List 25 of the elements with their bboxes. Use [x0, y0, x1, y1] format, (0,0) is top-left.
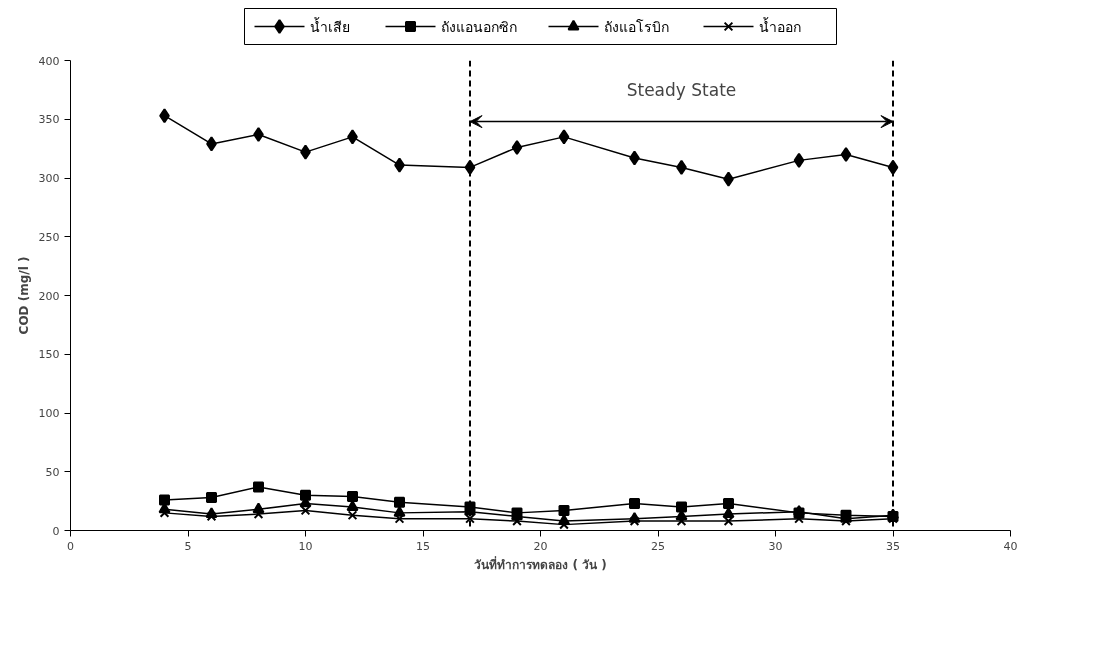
- x-tick-label: 5: [184, 539, 192, 553]
- annotation: Steady State: [626, 79, 737, 100]
- y-tick-label: 0: [52, 524, 60, 538]
- y-tick-label: 400: [38, 54, 60, 68]
- x-tick-label: 30: [768, 539, 783, 553]
- x-tick-label: 15: [416, 539, 430, 553]
- y-tick-label: 50: [45, 465, 60, 479]
- y-tick-label: 250: [38, 230, 60, 244]
- y-tick-label: 350: [38, 113, 60, 127]
- legend-label: ถังแอโรบิก: [603, 18, 669, 35]
- x-tick-label: 25: [651, 539, 665, 553]
- y-tick-label: 150: [38, 348, 60, 362]
- y-tick-label: 200: [38, 289, 60, 303]
- x-axis-title: วันที่ทำการทดลอง ( วัน ): [474, 555, 607, 572]
- x-tick-label: 0: [67, 539, 74, 553]
- x-tick-label: 35: [886, 539, 900, 553]
- legend-label: ถังแอนอกซิก: [440, 18, 517, 35]
- x-tick-label: 20: [533, 539, 548, 553]
- legend-label: น้ำออก: [758, 16, 801, 35]
- legend-label: น้ำเสีย: [309, 16, 350, 35]
- y-axis-title: COD (mg/l ): [16, 256, 31, 335]
- x-tick-label: 10: [298, 539, 313, 553]
- y-tick-label: 100: [38, 407, 60, 420]
- x-tick-label: 40: [1003, 539, 1018, 553]
- y-tick-label: 300: [38, 172, 60, 185]
